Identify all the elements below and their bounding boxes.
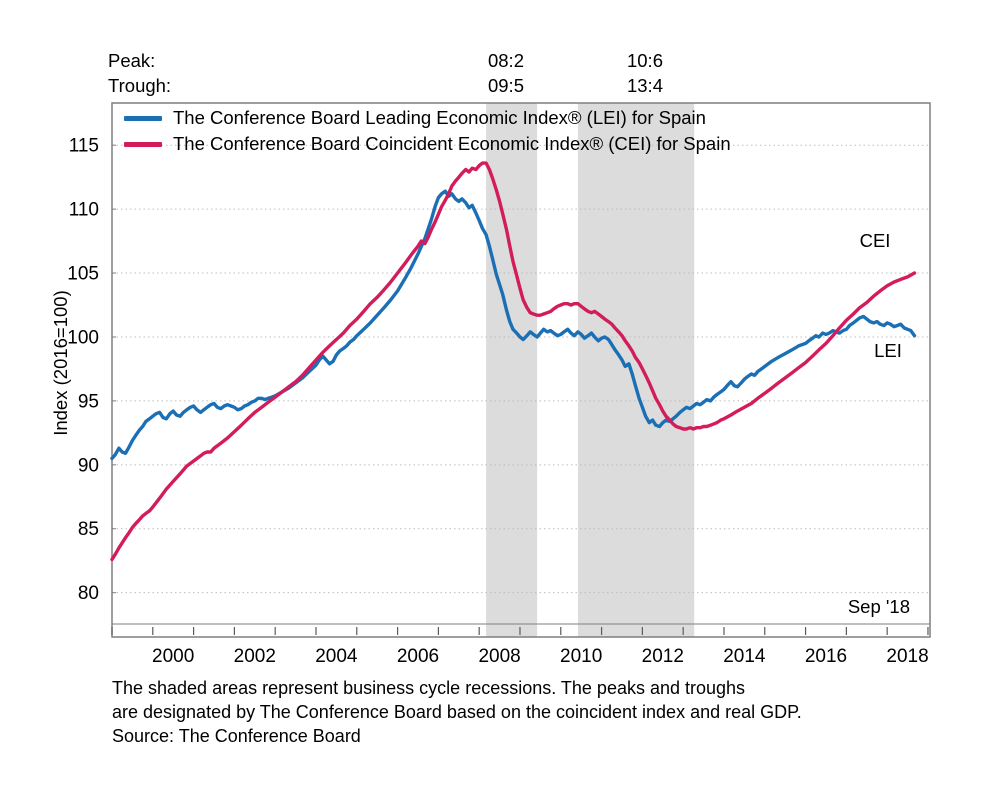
y-tick-label: 85 (78, 519, 99, 540)
legend-item-lei: The Conference Board Leading Economic In… (124, 105, 731, 131)
cei-legend-label: The Conference Board Coincident Economic… (173, 133, 731, 154)
x-tick-label: 2000 (152, 646, 194, 667)
lei-annotation: LEI (874, 340, 902, 361)
recession2-trough: 13:4 (626, 75, 663, 96)
x-tick-label: 2016 (805, 646, 847, 667)
y-tick-label: 100 (67, 327, 99, 348)
y-tick-label: 105 (67, 264, 99, 285)
x-tick-label: 2014 (723, 646, 766, 667)
x-tick-label: 2004 (315, 646, 358, 667)
y-tick-label: 110 (69, 200, 99, 221)
recession-band (486, 103, 538, 637)
footnote-line-3: Source: The Conference Board (112, 726, 361, 746)
cei-line-swatch (124, 141, 162, 147)
y-tick-label: 95 (78, 391, 99, 412)
x-tick-label: 2012 (642, 646, 684, 667)
lei-line-swatch (124, 115, 162, 121)
trough-label: Trough: (108, 75, 172, 96)
y-axis-title: Index (2016=100) (50, 290, 71, 436)
legend-item-cei: The Conference Board Coincident Economic… (124, 131, 731, 157)
y-tick-label: 115 (69, 136, 99, 157)
lei-legend-label: The Conference Board Leading Economic In… (173, 107, 706, 128)
recession1-trough: 09:5 (487, 75, 524, 96)
x-tick-label: 2002 (234, 646, 276, 667)
lei-series-line (110, 189, 917, 461)
trough-row: Trough: 09:5 13:4 (0, 75, 1000, 97)
footnote-line-2: are designated by The Conference Board b… (112, 702, 802, 722)
footnote-line-1: The shaded areas represent business cycl… (112, 678, 746, 698)
recession2-peak: 10:6 (626, 50, 663, 71)
x-tick-label: 2008 (478, 646, 520, 667)
cei-annotation: CEI (859, 230, 891, 251)
y-tick-label: 80 (78, 583, 99, 604)
last-observation-annotation: Sep '18 (847, 596, 910, 617)
cei-series-line (110, 161, 917, 562)
x-tick-label: 2018 (886, 646, 928, 667)
peak-row: Peak: 08:2 10:6 (0, 50, 1000, 72)
x-tick-label: 2010 (560, 646, 602, 667)
plot-frame (111, 102, 931, 638)
legend: The Conference Board Leading Economic In… (124, 105, 731, 157)
x-tick-label: 2006 (397, 646, 439, 667)
recession1-peak: 08:2 (487, 50, 524, 71)
recession-band (577, 103, 695, 637)
peak-label: Peak: (108, 50, 156, 71)
footnote: The shaded areas represent business cycl… (112, 676, 802, 748)
y-tick-label: 90 (78, 455, 99, 476)
